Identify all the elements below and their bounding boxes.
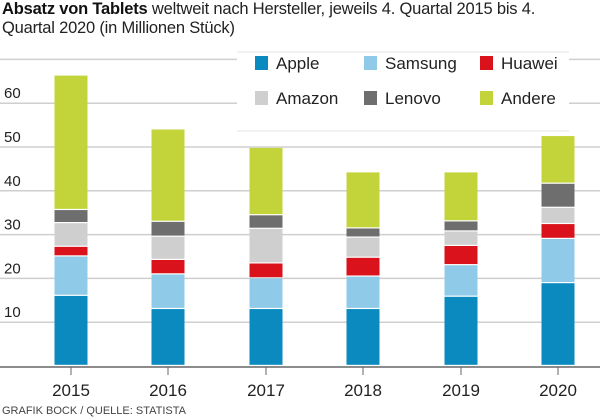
x-tick-label: 2019 [442,381,480,400]
y-tick-label: 40 [4,173,21,190]
x-tick-label: 2015 [52,381,90,400]
y-tick-label: 10 [4,304,21,321]
bar-segment-huawei-2015 [54,246,88,256]
legend-label-andere: Andere [501,89,556,108]
source-note: GRAFIK BOCK / QUELLE: STATISTA [2,405,186,417]
bar-segment-apple-2015 [54,295,88,365]
bar-segment-lenovo-2015 [54,210,88,223]
y-tick-label: 30 [4,217,21,234]
bar-segment-andere-2019 [444,172,478,221]
legend-background [237,50,569,132]
y-tick-label: 50 [4,129,21,146]
bar-segment-amazon-2017 [249,228,283,263]
chart-title: Absatz von Tablets weltweit nach Herstel… [2,0,592,38]
bar-segment-samsung-2015 [54,256,88,295]
chart-title-rest: weltweit nach Hersteller, jeweils 4. Qua… [2,0,536,37]
bar-segment-lenovo-2019 [444,221,478,231]
legend-swatch-samsung [364,56,377,70]
bar-segment-samsung-2016 [151,274,185,308]
bar-segment-lenovo-2018 [346,228,380,237]
legend-swatch-amazon [255,91,268,105]
legend-label-huawei: Huawei [501,54,558,73]
legend-label-samsung: Samsung [385,54,457,73]
legend-swatch-huawei [480,56,493,70]
bar-segment-apple-2017 [249,309,283,365]
bar-segment-andere-2020 [541,136,575,183]
bar-segment-andere-2017 [249,147,283,215]
bar-segment-huawei-2019 [444,245,478,265]
x-tick-label: 2020 [539,381,577,400]
bar-segment-amazon-2020 [541,207,575,223]
bar-segment-huawei-2020 [541,224,575,238]
legend-swatch-andere [480,91,493,105]
bar-segment-amazon-2018 [346,237,380,257]
bar-segment-samsung-2017 [249,278,283,308]
bar-segment-samsung-2019 [444,265,478,296]
bar-segment-amazon-2015 [54,223,88,246]
bar-segment-huawei-2018 [346,257,380,276]
bar-segment-apple-2018 [346,309,380,365]
bar-segment-samsung-2020 [541,238,575,283]
x-tick-label: 2016 [149,381,187,400]
bar-segment-apple-2016 [151,309,185,365]
bar-segment-huawei-2017 [249,263,283,278]
bar-segment-apple-2019 [444,296,478,365]
chart-title-bold: Absatz von Tablets [2,0,148,18]
bar-segment-lenovo-2020 [541,183,575,207]
legend-label-apple: Apple [276,54,319,73]
legend-swatch-apple [255,56,268,70]
x-tick-label: 2017 [247,381,285,400]
legend-label-lenovo: Lenovo [385,89,441,108]
bar-segment-andere-2016 [151,129,185,221]
y-tick-label: 20 [4,260,21,277]
x-tick-label: 2018 [344,381,382,400]
bar-segment-samsung-2018 [346,276,380,308]
bar-segment-lenovo-2016 [151,221,185,236]
bar-segment-andere-2015 [54,75,88,209]
legend-label-amazon: Amazon [276,89,338,108]
y-tick-label: 60 [4,85,21,102]
bar-segment-amazon-2019 [444,231,478,245]
bar-segment-lenovo-2017 [249,215,283,228]
legend-swatch-lenovo [364,91,377,105]
bar-segment-apple-2020 [541,283,575,365]
bar-segment-amazon-2016 [151,236,185,259]
bar-segment-huawei-2016 [151,260,185,274]
bar-segment-andere-2018 [346,172,380,228]
